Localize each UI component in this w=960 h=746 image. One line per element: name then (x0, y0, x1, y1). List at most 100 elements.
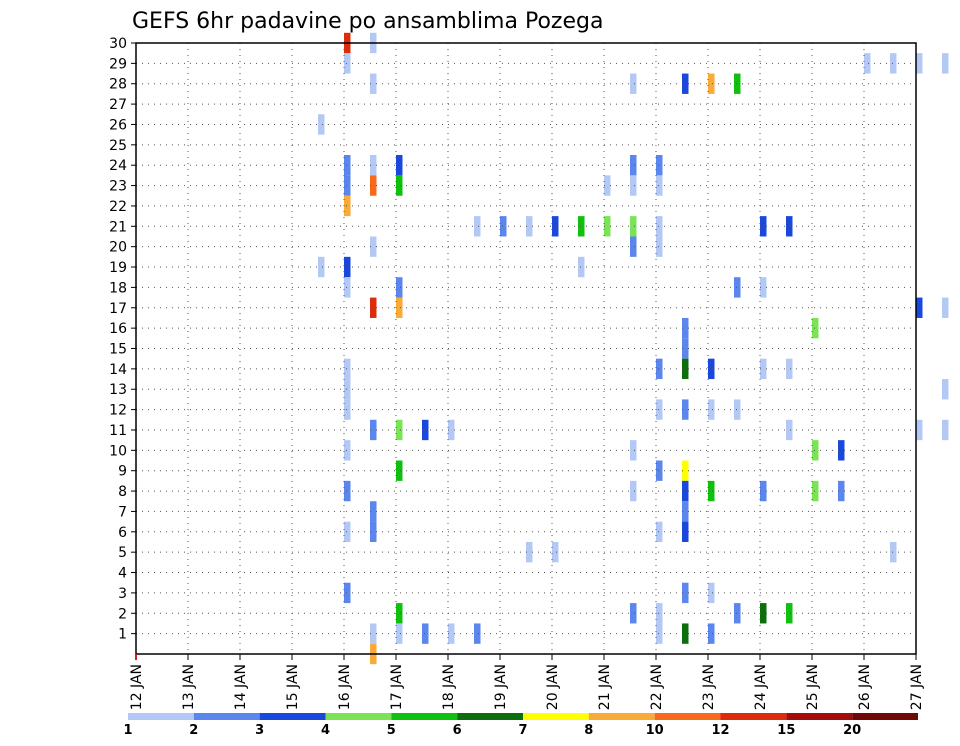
heatmap-cell (370, 521, 377, 542)
heatmap-cell (656, 521, 663, 542)
colorbar-label: 2 (189, 723, 198, 738)
heatmap-cell (916, 53, 923, 74)
heatmap-cell (396, 460, 403, 481)
heatmap-cell (708, 623, 715, 644)
colorbar-swatch (193, 713, 260, 720)
heatmap-cell (890, 53, 897, 74)
x-tick-label: 18 JAN (441, 664, 457, 710)
y-tick-label: 5 (118, 545, 127, 561)
heatmap-cell (396, 419, 403, 441)
x-tick-label: 24 JAN (753, 664, 769, 710)
heatmap-cell (344, 155, 351, 176)
x-tick-label: 13 JAN (181, 664, 197, 710)
heatmap-cell (578, 216, 585, 237)
colorbar-label: 8 (584, 723, 593, 738)
y-tick-label: 4 (118, 566, 127, 582)
heatmap-cell (396, 603, 403, 624)
heatmap-cell (682, 501, 689, 522)
heatmap-cell (708, 582, 715, 604)
heatmap-cell (630, 480, 637, 502)
heatmap-cell (396, 623, 403, 644)
colorbar-label: 1 (123, 723, 132, 738)
heatmap-cell (474, 623, 481, 644)
heatmap-cell (526, 216, 533, 237)
heatmap-cell (708, 358, 715, 380)
y-tick-label: 12 (109, 403, 127, 419)
heatmap-cell (786, 358, 793, 380)
y-tick-label: 19 (109, 260, 127, 276)
x-tick-label: 20 JAN (545, 664, 561, 710)
heatmap-cell (812, 440, 819, 461)
colorbar: 1 2 3 4 5 6 7 8 10 12 15 20 (123, 713, 918, 738)
heatmap-cell (318, 114, 325, 135)
heatmap-cell (786, 216, 793, 237)
heatmap-cell (942, 379, 949, 400)
heatmap-cell (682, 460, 689, 481)
heatmap-cell (552, 216, 559, 237)
heatmap-cell (682, 582, 689, 604)
heatmap-cell (370, 175, 377, 196)
heatmap-cell (656, 155, 663, 176)
colorbar-label: 3 (255, 723, 264, 738)
y-tick-label: 30 (109, 36, 127, 52)
heatmap-cell (396, 277, 403, 298)
heatmap-cell (344, 440, 351, 461)
heatmap-cells (318, 32, 949, 665)
heatmap-cell (734, 277, 741, 298)
chart-title: GEFS 6hr padavine po ansamblima Pozega (132, 9, 603, 34)
heatmap-cell (552, 541, 559, 563)
heatmap-cell (344, 379, 351, 400)
heatmap-cell (656, 175, 663, 196)
heatmap-cell (682, 399, 689, 420)
x-tick-label: 25 JAN (805, 664, 821, 710)
x-tick-label: 15 JAN (285, 664, 301, 710)
heatmap-cell (812, 317, 819, 339)
heatmap-cell (474, 216, 481, 237)
heatmap-cell (344, 53, 351, 74)
heatmap-cell (656, 216, 663, 237)
y-tick-label: 25 (109, 138, 127, 154)
x-tick-label: 21 JAN (597, 664, 613, 710)
heatmap-cell (682, 623, 689, 644)
heatmap-cell (838, 480, 845, 502)
colorbar-label: 7 (518, 723, 527, 738)
heatmap-cell (370, 73, 377, 94)
heatmap-cell (682, 317, 689, 339)
heatmap-cell (370, 623, 377, 644)
heatmap-cell (630, 155, 637, 176)
y-tick-label: 21 (109, 219, 127, 235)
heatmap-cell (942, 419, 949, 441)
x-tick-label: 14 JAN (233, 664, 249, 710)
heatmap-cell (370, 236, 377, 257)
colorbar-swatch (523, 713, 589, 720)
heatmap-cell (708, 399, 715, 420)
y-tick-label: 14 (109, 362, 127, 378)
colorbar-swatch (852, 713, 918, 720)
x-tick-label: 22 JAN (649, 664, 665, 710)
heatmap-cell (942, 297, 949, 318)
colorbar-label: 6 (453, 723, 462, 738)
y-tick-label: 28 (109, 77, 127, 93)
heatmap-cell (708, 480, 715, 502)
heatmap-cell (656, 623, 663, 644)
colorbar-label: 10 (646, 723, 664, 738)
heatmap-cell (656, 399, 663, 420)
x-tick-label: 12 JAN (129, 664, 145, 710)
heatmap-cell (396, 297, 403, 318)
heatmap-cell (370, 419, 377, 441)
x-tick-label: 27 JAN (909, 664, 925, 710)
heatmap-cell (682, 73, 689, 94)
heatmap-cell (760, 277, 767, 298)
heatmap-cell (526, 541, 533, 563)
heatmap-cell (630, 236, 637, 257)
heatmap-cell (682, 358, 689, 380)
heatmap-cell (630, 175, 637, 196)
heatmap-cell (682, 480, 689, 502)
y-tick-label: 16 (109, 321, 127, 337)
heatmap-cell (344, 256, 351, 278)
colorbar-swatch (654, 713, 721, 720)
heatmap-cell (812, 480, 819, 502)
heatmap-cell (318, 256, 325, 278)
heatmap-cell (630, 216, 637, 237)
